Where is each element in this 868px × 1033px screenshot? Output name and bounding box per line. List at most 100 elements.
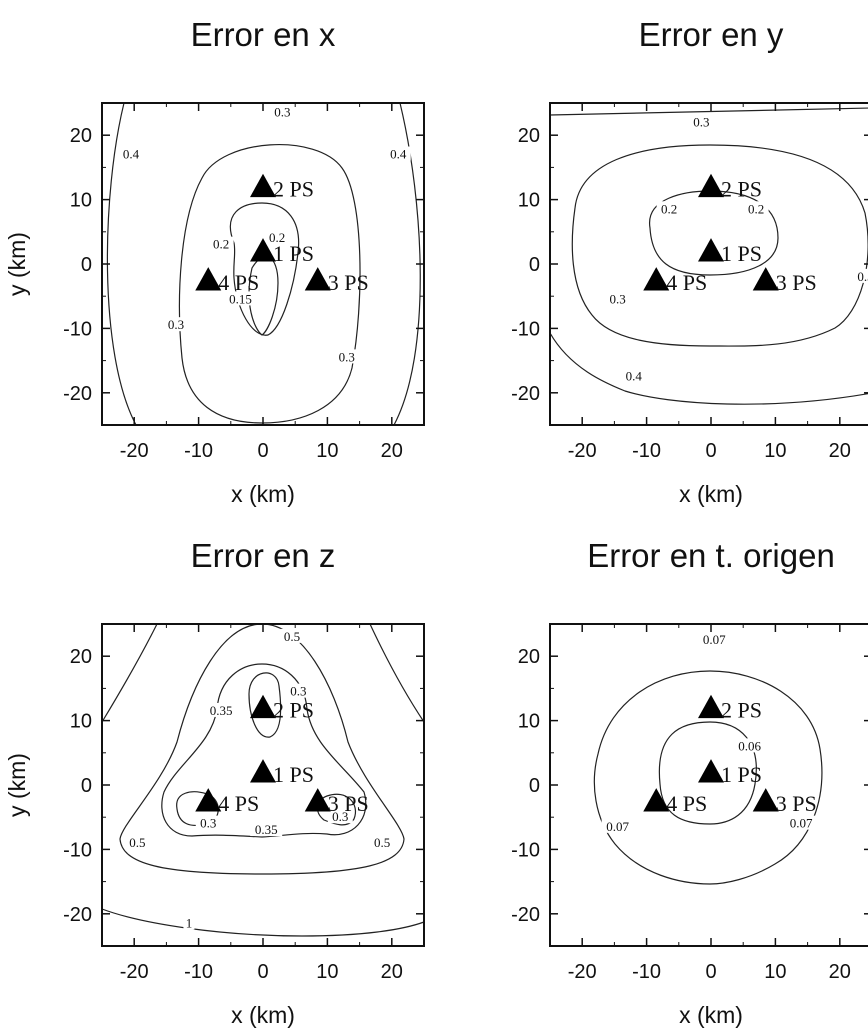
panel-title: Error en y xyxy=(639,16,784,53)
contour-label: 0.4 xyxy=(626,369,643,384)
contour-label-bg xyxy=(195,815,221,830)
x-axis-label: x (km) xyxy=(231,481,295,507)
contour-label: 0.07 xyxy=(703,632,726,647)
contour-top xyxy=(549,107,868,116)
contour-label: 0.06 xyxy=(738,738,761,753)
x-tick-label: 0 xyxy=(257,961,268,983)
station-triangle xyxy=(643,788,670,812)
y-axis-label: y (km) xyxy=(4,232,30,296)
contour-label: 0.3 xyxy=(857,269,868,284)
station-triangle xyxy=(250,694,276,719)
plot-frame xyxy=(549,102,868,426)
contour-label-bg xyxy=(743,201,769,216)
contour-label: 0.35 xyxy=(210,703,233,718)
contour-label-bg xyxy=(334,349,360,364)
contour-lines xyxy=(593,670,823,885)
contour-label: 0.35 xyxy=(255,822,278,837)
contour-0.4-right xyxy=(393,102,421,426)
contour-label-bg xyxy=(369,834,395,849)
station-label: 4 PS xyxy=(666,270,707,295)
y-tick-label: 20 xyxy=(70,125,92,147)
station-label: 1 PS xyxy=(273,762,314,787)
contour-0.3 xyxy=(571,144,868,347)
contour-label-bg xyxy=(605,291,631,306)
station-label: 1 PS xyxy=(721,762,762,787)
x-tick-label: 0 xyxy=(705,961,716,983)
x-axis-label: x (km) xyxy=(679,1002,743,1028)
contour-labels: 0.15 0.2 0.2 0.3 0.3 0.3 0.4 0.4 xyxy=(118,104,411,364)
y-axis-label: y (km) xyxy=(4,753,30,817)
contour-label: 0.3 xyxy=(339,349,355,364)
station-triangle xyxy=(698,238,724,262)
contour-label: 0.2 xyxy=(661,201,677,216)
contour-lines xyxy=(106,102,421,426)
station-triangle xyxy=(643,267,670,291)
contour-0.5-tl xyxy=(101,623,158,723)
contour-label-bg xyxy=(285,683,311,698)
contour-label: 0.5 xyxy=(284,629,300,644)
contour-label: 0.3 xyxy=(609,291,625,306)
x-tick-label: 10 xyxy=(316,961,338,983)
axis-ticks: -20 -10 0 10 20 20 10 0 -10 -20 xyxy=(511,102,868,462)
contour-label-bg xyxy=(385,146,411,161)
y-tick-label: 20 xyxy=(70,646,92,668)
panel-error-x: 0.15 0.2 0.2 0.3 0.3 0.3 0.4 0.4 1 PS 2 PS 3 PS 4 … xyxy=(4,16,425,507)
axis-ticks: -20 -10 0 10 20 20 10 0 -10 -20 xyxy=(63,102,425,462)
contour-label: 0.4 xyxy=(123,147,140,162)
x-tick-label: 10 xyxy=(764,440,786,462)
contour-label-bg xyxy=(688,114,714,129)
contour-label: 0.4 xyxy=(390,147,407,162)
stations: 1 PS 2 PS 3 PS 4 PS xyxy=(643,173,817,295)
station-label: 2 PS xyxy=(721,177,762,202)
y-tick-label: 0 xyxy=(81,254,92,276)
station-label: 2 PS xyxy=(273,698,314,723)
contour-label-bg xyxy=(279,628,305,643)
station-triangle xyxy=(698,173,724,198)
x-tick-label: 10 xyxy=(316,440,338,462)
station-triangle xyxy=(250,173,276,198)
plot-frame xyxy=(549,623,868,947)
stations: 1 PS 2 PS 3 PS 4 PS xyxy=(195,173,369,295)
contour-label: 0.5 xyxy=(129,835,145,850)
contour-0.2 xyxy=(229,202,300,336)
x-tick-label: 20 xyxy=(381,440,403,462)
y-tick-label: -20 xyxy=(511,904,540,926)
x-axis-label: x (km) xyxy=(231,1002,295,1028)
x-tick-label: 10 xyxy=(764,961,786,983)
y-tick-label: -20 xyxy=(511,383,540,405)
contour-label: 0.2 xyxy=(213,237,229,252)
contour-label: 0.07 xyxy=(790,816,813,831)
station-triangle xyxy=(698,759,724,783)
x-tick-label: -20 xyxy=(120,961,149,983)
contour-label-bg xyxy=(118,146,144,161)
x-tick-label: -10 xyxy=(632,961,661,983)
contour-labels: 0.06 0.07 0.07 0.07 xyxy=(601,632,818,834)
x-axis-label: x (km) xyxy=(679,481,743,507)
contour-label-bg xyxy=(621,368,647,383)
contour-label-bg xyxy=(269,104,295,119)
panel-error-y: 0.20.20.30.30.30.4 1 PS2 PS3 PS4 PS -20-… xyxy=(511,16,868,507)
contour-label-bg xyxy=(124,834,150,849)
contour-label-bg xyxy=(698,632,731,647)
contour-label-bg xyxy=(163,317,189,332)
x-tick-label: 20 xyxy=(829,961,851,983)
contour-0.07 xyxy=(593,670,823,885)
contour-label-bg xyxy=(733,738,766,753)
contour-label-bg xyxy=(853,268,868,283)
contour-0.4-left xyxy=(106,102,137,426)
x-tick-label: 0 xyxy=(705,440,716,462)
panel-title: Error en x xyxy=(191,16,336,53)
plot-frame xyxy=(101,623,425,947)
x-tick-label: -20 xyxy=(568,440,597,462)
contour-label: 0.3 xyxy=(274,105,290,120)
x-tick-label: 20 xyxy=(381,961,403,983)
station-triangle xyxy=(195,267,222,291)
y-tick-label: -10 xyxy=(511,839,540,861)
station-label: 1 PS xyxy=(273,241,314,266)
contour-0.06 xyxy=(658,721,757,825)
y-tick-label: -20 xyxy=(63,904,92,926)
station-label: 3 PS xyxy=(328,791,369,816)
station-triangle xyxy=(304,267,331,291)
contour-label-bg xyxy=(264,230,290,245)
